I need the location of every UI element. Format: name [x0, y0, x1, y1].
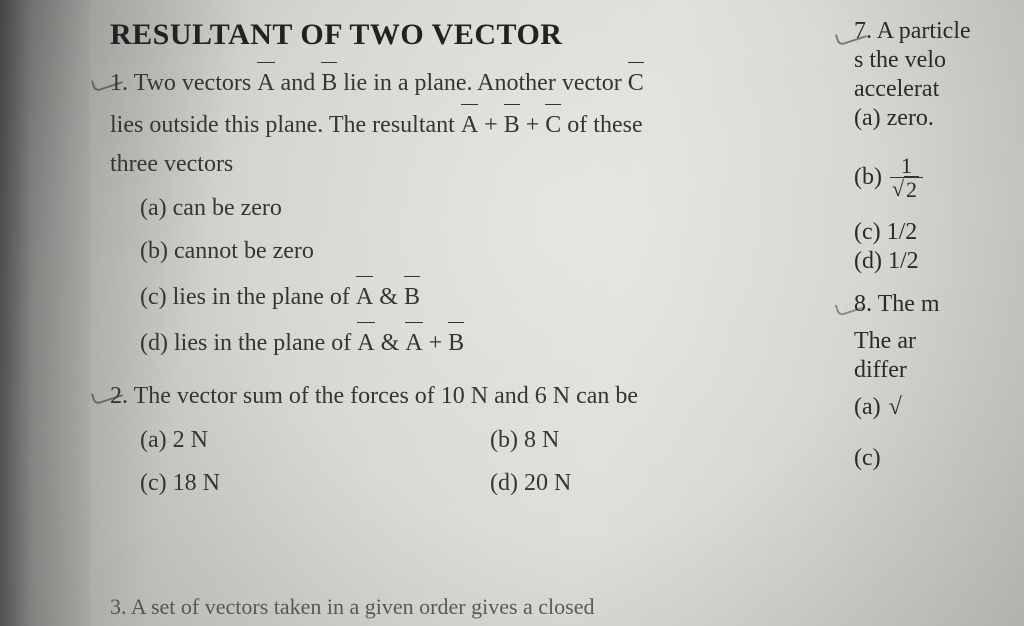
vector-B-icon: B: [321, 62, 337, 104]
q1-option-a: (a) can be zero: [140, 189, 840, 229]
fraction-numerator: 1: [890, 154, 923, 178]
opt-label: (a): [854, 394, 881, 421]
q8-text-line: differ: [854, 357, 1024, 384]
q1-text-part: Two vectors: [134, 70, 258, 96]
q1-text-part: three vectors: [110, 151, 233, 177]
q2-number: 2.: [110, 377, 128, 417]
fraction-icon: 1 2: [890, 154, 923, 201]
q1-text-part: lie in a plane. Another vector: [337, 70, 628, 96]
q1-options: (a) can be zero (b) cannot be zero (c) l…: [110, 189, 840, 363]
vector-A-icon: A: [356, 276, 373, 318]
q1-text-part: of these: [561, 112, 642, 138]
q7-number: 7.: [854, 18, 872, 45]
plus-sign: +: [520, 112, 546, 138]
radical-icon: 2: [894, 178, 919, 201]
q8-text: The m: [878, 291, 940, 317]
page-content: RESULTANT OF TWO VECTOR 1. Two vectors A…: [110, 18, 1024, 626]
ampersand: &: [375, 330, 406, 356]
q1-number: 1.: [110, 64, 128, 104]
q8-number: 8.: [854, 291, 872, 318]
q2-option-b: (b) 8 N: [490, 421, 840, 461]
q1-text-part: and: [275, 70, 322, 96]
plus-sign: +: [478, 112, 504, 138]
fraction-denominator: 2: [890, 178, 923, 201]
vector-B-icon: B: [504, 104, 520, 146]
vector-A-icon: A: [257, 62, 274, 104]
radicand: 2: [904, 176, 919, 202]
q2-options: (a) 2 N (b) 8 N (c) 18 N (d) 20 N: [110, 417, 840, 504]
vector-B-icon: B: [404, 276, 420, 318]
binding-shadow: [0, 0, 90, 626]
q8-text-line: The ar: [854, 328, 1024, 355]
radical-icon: √: [889, 394, 902, 421]
question-2: 2. The vector sum of the forces of 10 N …: [110, 377, 840, 504]
q2-text: The vector sum of the forces of 10 N and…: [134, 383, 639, 409]
q8-option-c: (c): [854, 445, 1024, 472]
q2-option-d: (d) 20 N: [490, 464, 840, 504]
opt-label: (b): [854, 164, 882, 191]
q8-line: 8. The m: [854, 291, 1024, 318]
vector-C-icon: C: [545, 104, 561, 146]
q7-text: A particle: [877, 18, 971, 44]
question-1: 1. Two vectors A and B lie in a plane. A…: [110, 62, 840, 363]
bottom-cutoff-line: 3. A set of vectors taken in a given ord…: [110, 594, 1024, 620]
ampersand: &: [373, 284, 404, 310]
q1-option-c: (c) lies in the plane of A & B: [140, 276, 840, 318]
q2-option-a: (a) 2 N: [140, 421, 490, 461]
q7-number-line: 7. A particle: [854, 18, 1024, 45]
q3-text-cut: A set of vectors taken in a given order …: [131, 594, 595, 619]
vector-B-icon: B: [448, 322, 464, 364]
vector-A-icon: A: [405, 322, 422, 364]
vector-A-icon: A: [461, 104, 478, 146]
vector-A-icon: A: [357, 322, 374, 364]
q7-option-c: (c) 1/2: [854, 219, 1024, 246]
q7-option-d: (d) 1/2: [854, 248, 1024, 275]
q2-option-c: (c) 18 N: [140, 464, 490, 504]
q7-text-line: s the velo: [854, 47, 1024, 74]
opt-text: (c) lies in the plane of: [140, 284, 356, 310]
q1-option-d: (d) lies in the plane of A & A + B: [140, 322, 840, 364]
q3-number: 3.: [110, 594, 127, 619]
right-column-cutoff: 7. A particle s the velo accelerat (a) z…: [850, 18, 1024, 472]
q7-option-a: (a) zero.: [854, 105, 1024, 132]
plus-sign: +: [423, 330, 449, 356]
vector-C-icon: C: [628, 62, 644, 104]
q7-option-b: (b) 1 2: [854, 154, 1024, 201]
section-title: RESULTANT OF TWO VECTOR: [110, 18, 840, 52]
q1-option-b: (b) cannot be zero: [140, 232, 840, 272]
q7-text-line: accelerat: [854, 76, 1024, 103]
q1-text-part: lies outside this plane. The resultant: [110, 112, 461, 138]
opt-text: (d) lies in the plane of: [140, 330, 357, 356]
q8-option-a: (a) √: [854, 394, 1024, 421]
